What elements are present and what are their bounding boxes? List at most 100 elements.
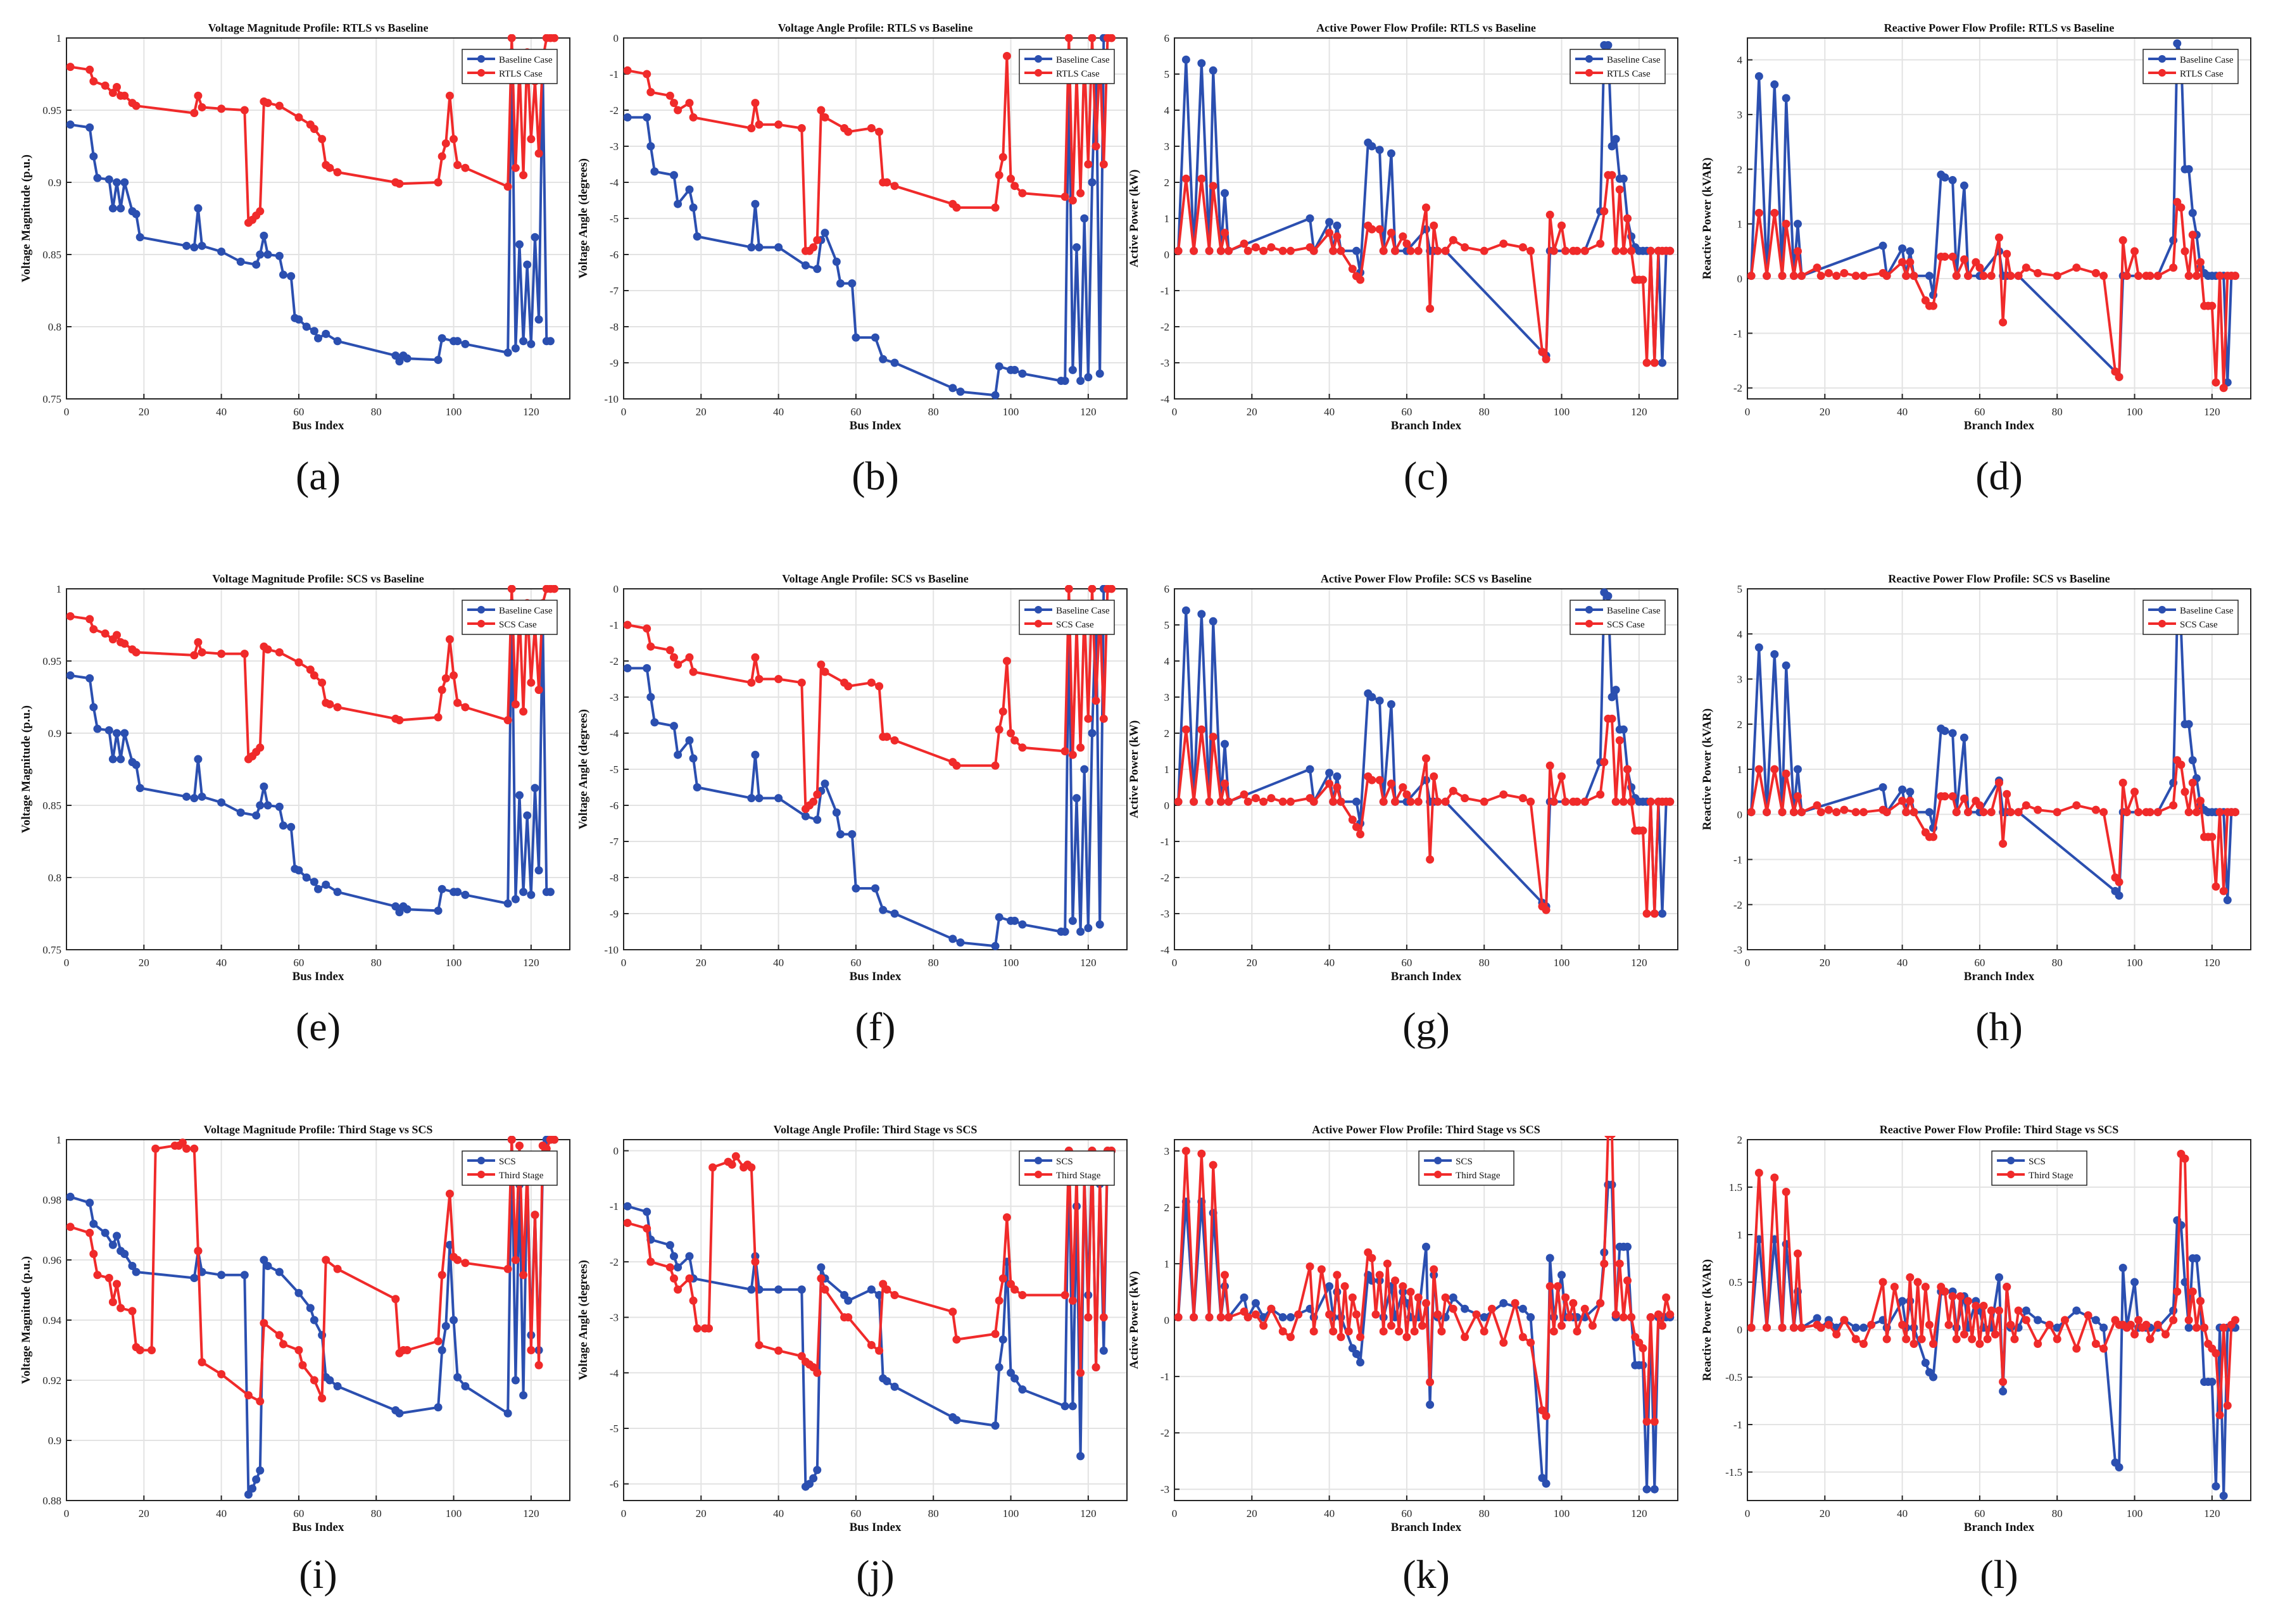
- data-point: [1076, 1452, 1085, 1461]
- data-point: [1929, 301, 1938, 310]
- data-point: [1972, 1302, 1980, 1310]
- x-tick-label: 0: [1745, 957, 1751, 969]
- data-point: [1619, 1313, 1628, 1322]
- x-tick-label: 20: [696, 957, 707, 969]
- data-point: [1391, 1276, 1400, 1285]
- data-point: [260, 782, 268, 791]
- axes-box: [1747, 37, 2251, 400]
- data-point: [948, 1307, 957, 1316]
- data-point: [1987, 808, 1996, 817]
- data-point: [2184, 272, 2193, 280]
- x-tick-label: 40: [773, 957, 784, 969]
- series-layer: [624, 34, 1116, 400]
- data-point: [1007, 174, 1016, 183]
- y-tick-label: 4: [1737, 628, 1743, 640]
- data-point: [135, 233, 144, 242]
- x-tick-label: 60: [850, 957, 861, 969]
- data-point: [550, 585, 559, 593]
- data-point: [1615, 185, 1624, 194]
- data-point: [1789, 272, 1798, 280]
- x-tick-label: 100: [446, 957, 462, 969]
- data-point: [1480, 797, 1488, 806]
- legend-marker: [2158, 69, 2166, 77]
- data-point: [1243, 1313, 1252, 1322]
- data-point: [1402, 239, 1411, 248]
- data-point: [252, 811, 261, 820]
- data-point: [1197, 610, 1206, 619]
- data-point: [1422, 1299, 1430, 1307]
- y-tick-label: -8: [610, 872, 619, 884]
- data-point: [2192, 808, 2201, 817]
- data-point: [294, 866, 303, 875]
- data-point: [1190, 246, 1198, 255]
- data-point: [1197, 59, 1206, 68]
- data-point: [1654, 1310, 1663, 1319]
- y-axis-label: Voltage Magnitude (p.u.): [20, 705, 33, 833]
- data-point: [1511, 1299, 1519, 1307]
- y-tick-label: 0.75: [42, 393, 61, 405]
- data-point: [1646, 1313, 1655, 1322]
- data-point: [809, 797, 818, 806]
- data-point: [1224, 1313, 1233, 1322]
- data-point: [310, 1316, 318, 1325]
- y-tick-label: -1: [610, 619, 619, 631]
- x-tick-label: 80: [371, 957, 382, 969]
- data-point: [1174, 246, 1183, 255]
- data-point: [883, 1376, 891, 1385]
- data-point: [1538, 1406, 1547, 1414]
- data-point: [1267, 794, 1276, 803]
- data-point: [1010, 736, 1019, 745]
- data-point: [1368, 776, 1376, 784]
- data-point: [1859, 1323, 1868, 1332]
- data-point: [1068, 365, 1077, 374]
- data-point: [1333, 221, 1342, 230]
- data-point: [1600, 1259, 1609, 1268]
- data-point: [2177, 760, 2186, 769]
- data-point: [1221, 1271, 1229, 1280]
- data-point: [511, 344, 520, 353]
- axes-box: [1174, 37, 1678, 400]
- data-point: [751, 99, 760, 108]
- series-layer: [624, 585, 1116, 950]
- data-point: [395, 357, 404, 366]
- y-tick-label: -0.5: [1725, 1371, 1742, 1383]
- data-point: [1068, 196, 1077, 205]
- series-layer: [1747, 1150, 2240, 1500]
- data-point: [310, 125, 318, 134]
- data-point: [813, 236, 822, 244]
- data-point: [2022, 1306, 2030, 1315]
- data-point: [531, 784, 539, 793]
- legend-marker: [477, 1171, 485, 1178]
- data-point: [534, 866, 543, 875]
- data-point: [93, 724, 102, 733]
- y-tick-label: 0.8: [48, 321, 61, 333]
- y-axis-label: Voltage Magnitude (p.u.): [20, 154, 33, 282]
- data-point: [670, 722, 678, 731]
- x-tick-label: 0: [621, 957, 627, 969]
- data-point: [751, 199, 760, 208]
- data-point: [1840, 1316, 1849, 1325]
- data-point: [1356, 830, 1365, 839]
- data-point: [1549, 797, 1558, 806]
- legend-entry: SCS: [499, 1157, 516, 1167]
- data-point: [113, 1280, 121, 1288]
- data-point: [1542, 1479, 1551, 1488]
- data-point: [995, 725, 1003, 734]
- data-point: [2184, 720, 2193, 729]
- data-point: [2184, 1316, 2193, 1325]
- legend-entry: Third Stage: [499, 1171, 544, 1181]
- data-point: [318, 1394, 327, 1402]
- x-tick-label: 60: [1974, 1508, 1985, 1520]
- data-point: [441, 1322, 450, 1330]
- data-point: [643, 664, 651, 672]
- x-tick-label: 40: [1324, 1508, 1335, 1520]
- data-point: [1240, 790, 1249, 799]
- x-tick-label: 40: [773, 1508, 784, 1520]
- data-point: [1216, 246, 1225, 255]
- data-point: [890, 909, 899, 918]
- data-point: [1952, 808, 1961, 817]
- data-point: [461, 163, 470, 172]
- legend-marker: [477, 55, 485, 63]
- data-point: [1631, 1333, 1640, 1342]
- data-point: [1449, 236, 1457, 244]
